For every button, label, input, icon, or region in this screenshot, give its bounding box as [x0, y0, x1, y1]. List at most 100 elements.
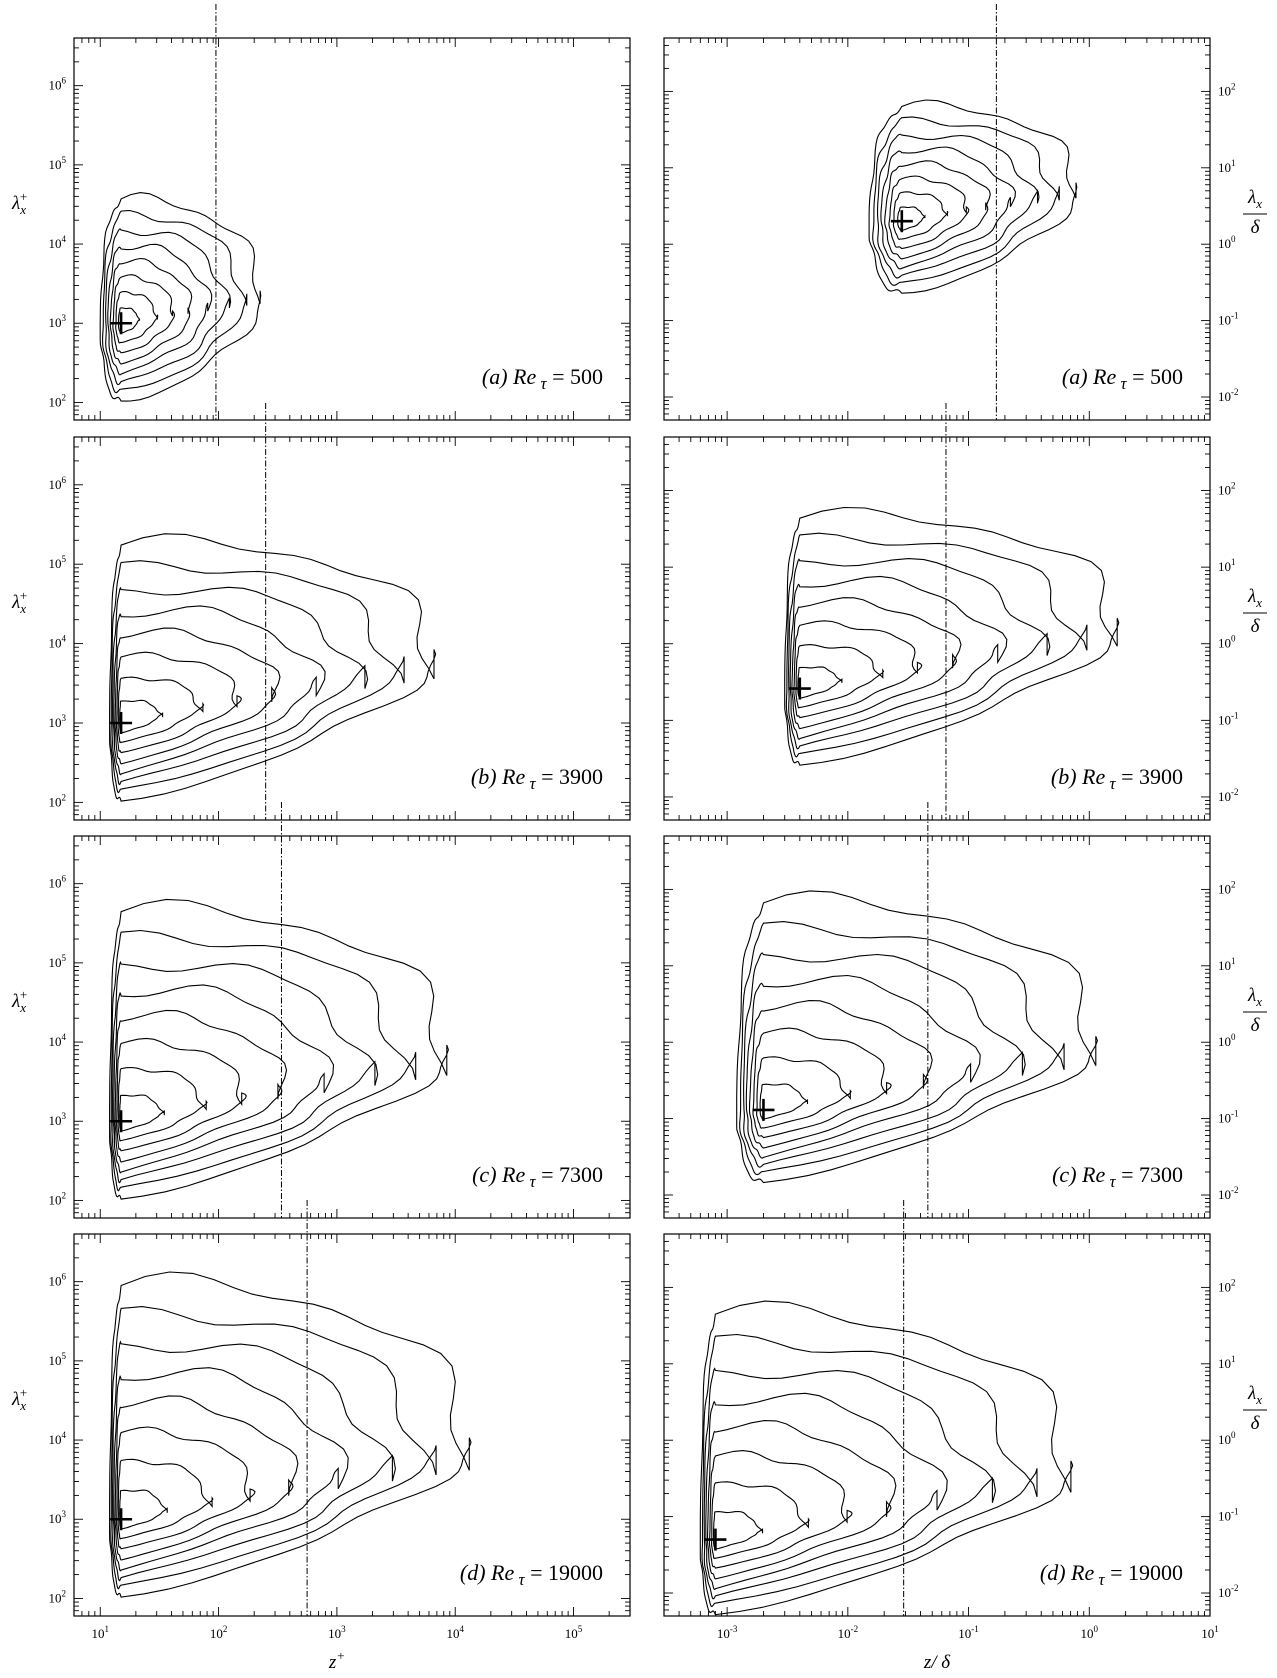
panel-label: (d) Re τ = 19000 — [460, 1560, 603, 1589]
left-y-axis-label: λx+ — [11, 1385, 28, 1413]
contour-lines — [784, 506, 1120, 766]
y-tick-label: 102 — [49, 1190, 67, 1207]
left-x-axis-label: z+ — [328, 1648, 345, 1673]
ticks — [73, 37, 631, 421]
contour-level-6 — [876, 133, 1040, 279]
right-y-axis-label-denominator: δ — [1251, 1413, 1261, 1434]
peak-marker — [110, 1508, 133, 1531]
y-tick-label: 102 — [49, 1588, 67, 1605]
panel-frame — [663, 1233, 1211, 1617]
panel-label: (c) Re τ = 7300 — [1052, 1162, 1183, 1191]
panel-label: (a) Re τ = 500 — [482, 364, 603, 393]
contour-level-1 — [759, 1083, 809, 1120]
y-tick-label: 105 — [49, 155, 67, 172]
y-tick-label: 105 — [49, 953, 67, 970]
y-tick-label: 10-2 — [1218, 787, 1239, 804]
y-tick-label: 10-2 — [1218, 387, 1239, 404]
y-tick-label: 104 — [49, 234, 67, 251]
ticks — [663, 1233, 1211, 1617]
y-tick-label: 105 — [49, 1351, 67, 1368]
contour-level-8 — [109, 898, 449, 1200]
panel-left-0: 102 103 104 105 106 (a) Re τ = 500 — [49, 4, 631, 421]
contour-level-6 — [112, 586, 369, 786]
panel-frame — [73, 1233, 631, 1617]
ticks — [73, 835, 631, 1219]
right-y-axis-label-numerator: λx — [1247, 586, 1262, 610]
contour-level-7 — [785, 532, 1088, 758]
x-tick-label: 103 — [328, 1624, 346, 1641]
y-tick-label: 101 — [1218, 956, 1236, 973]
contour-level-5 — [107, 243, 213, 376]
right-y-axis-label-numerator: λx — [1247, 985, 1262, 1009]
panel-frame — [73, 37, 631, 421]
x-tick-label: 105 — [565, 1624, 583, 1641]
contour-level-7 — [110, 560, 405, 794]
contour-level-8 — [784, 506, 1120, 766]
contour-level-3 — [793, 620, 923, 719]
y-tick-label: 100 — [1218, 234, 1236, 251]
x-tick-label: 10-2 — [838, 1624, 859, 1641]
y-tick-label: 10-1 — [1218, 1109, 1239, 1126]
x-tick-label: 101 — [1201, 1624, 1219, 1641]
contour-level-6 — [743, 952, 1026, 1168]
contour-level-8 — [868, 99, 1078, 294]
contour-level-2 — [711, 1481, 810, 1560]
panel-left-1: 102 103 104 105 106 (b) Re τ = 3900 — [49, 403, 631, 821]
ticks — [663, 37, 1211, 421]
y-tick-label: 102 — [49, 392, 67, 409]
contour-level-3 — [888, 175, 970, 250]
y-tick-label: 102 — [1218, 481, 1236, 498]
contour-level-4 — [114, 1009, 288, 1163]
y-tick-label: 103 — [49, 713, 67, 730]
peak-marker — [110, 312, 133, 335]
y-tick-label: 105 — [49, 554, 67, 571]
x-tick-label: 104 — [446, 1624, 464, 1641]
contour-level-8 — [736, 890, 1098, 1184]
peak-marker — [704, 1528, 727, 1551]
y-tick-label: 103 — [49, 313, 67, 330]
y-tick-label: 10-1 — [1218, 710, 1239, 727]
contour-level-3 — [116, 651, 243, 754]
y-tick-label: 100 — [1218, 1430, 1236, 1447]
peak-marker — [110, 711, 133, 734]
contour-level-7 — [102, 209, 248, 394]
contour-level-1 — [119, 1094, 165, 1133]
panel-label: (a) Re τ = 500 — [1062, 364, 1183, 393]
contour-level-3 — [752, 1027, 892, 1139]
y-tick-label: 102 — [49, 792, 67, 809]
right-y-axis-label-denominator: δ — [1251, 1015, 1261, 1036]
y-tick-label: 101 — [1218, 557, 1236, 574]
contour-level-1 — [797, 666, 843, 699]
y-tick-label: 104 — [49, 1430, 67, 1447]
contour-level-4 — [791, 597, 962, 730]
contour-lines — [868, 99, 1078, 294]
contour-lines — [109, 533, 437, 802]
y-tick-label: 102 — [1218, 879, 1236, 896]
x-tick-label: 10-3 — [717, 1624, 738, 1641]
x-tick-label: 10-1 — [958, 1624, 979, 1641]
contour-level-5 — [705, 1392, 948, 1591]
y-tick-label: 103 — [49, 1111, 67, 1128]
right-x-axis-label: z/ δ — [923, 1652, 951, 1673]
y-tick-label: 10-1 — [1218, 311, 1239, 328]
contour-lines — [699, 1300, 1074, 1616]
contour-level-8 — [109, 533, 437, 802]
right-y-axis-label-denominator: δ — [1251, 217, 1261, 238]
left-y-axis-label: λx+ — [11, 189, 28, 217]
panel-frame — [73, 835, 631, 1219]
contour-level-5 — [880, 146, 1016, 270]
contour-level-8 — [99, 192, 262, 402]
peak-marker — [110, 1110, 133, 1133]
contour-level-8 — [699, 1300, 1074, 1616]
panel-frame — [663, 835, 1211, 1219]
y-tick-label: 106 — [49, 874, 67, 891]
contour-level-3 — [708, 1450, 853, 1569]
contour-lines — [99, 192, 262, 402]
contour-level-1 — [712, 1510, 764, 1550]
contour-level-4 — [748, 1000, 933, 1149]
x-tick-label: 100 — [1081, 1624, 1099, 1641]
ticks — [73, 1233, 631, 1617]
panel-right-0: 10-2 10-1 100 101 102 (a) Re τ = 500 — [663, 4, 1239, 421]
peak-marker — [788, 677, 811, 700]
